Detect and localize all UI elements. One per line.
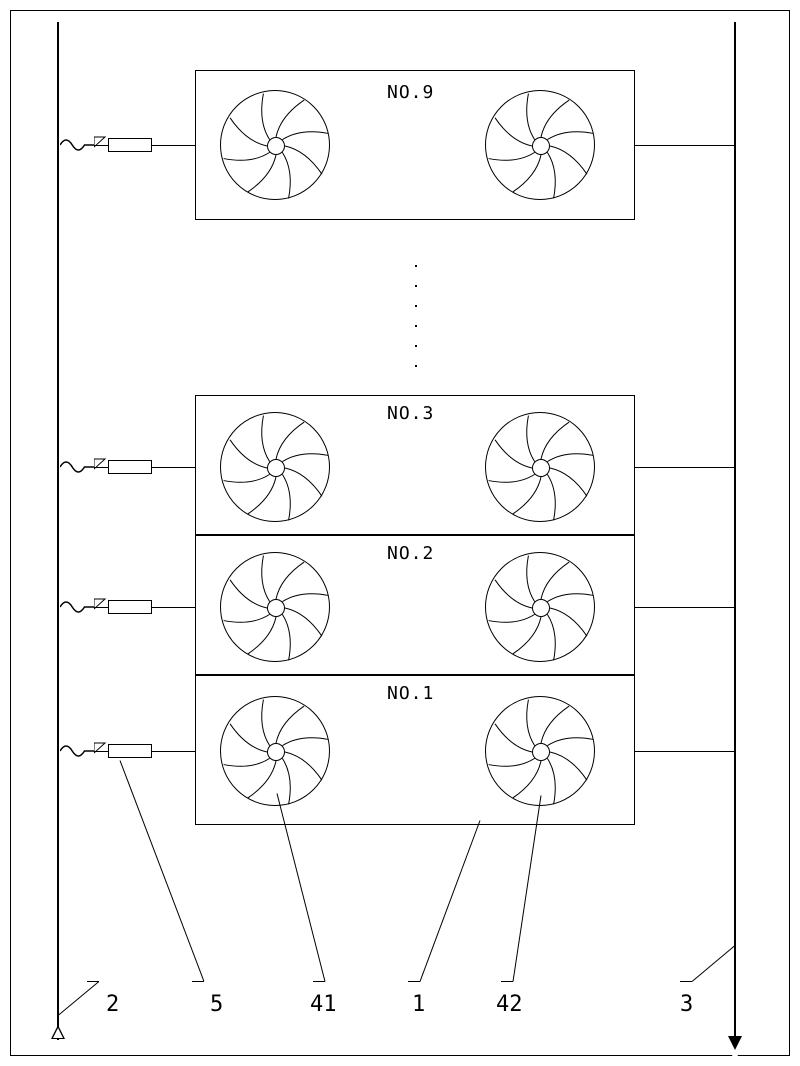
feed-line-2 [152, 607, 195, 608]
callout-number: 3 [680, 992, 693, 1017]
return-line-3 [635, 751, 735, 752]
callout-leader [313, 981, 325, 982]
fan-left-icon [220, 90, 330, 200]
ellipsis-dot-icon [415, 365, 417, 367]
callout-leader [501, 981, 513, 982]
feed-line-1 [152, 467, 195, 468]
return-line-2 [635, 607, 735, 608]
right-manifold [734, 22, 736, 1040]
fan-left-icon [220, 552, 330, 662]
conn [94, 751, 108, 752]
fan-left-icon [220, 412, 330, 522]
fan-left-icon [220, 696, 330, 806]
unit-label: NO.1 [387, 683, 434, 704]
ellipsis-dot-icon [415, 345, 417, 347]
flex-joint-icon [60, 134, 94, 156]
unit-label: NO.2 [387, 543, 434, 564]
return-line-0 [635, 145, 735, 146]
flex-joint-icon [60, 456, 94, 478]
callout-number: 1 [412, 992, 425, 1017]
unit-label: NO.9 [387, 82, 434, 103]
fan-right-icon [485, 552, 595, 662]
flex-joint-icon [60, 596, 94, 618]
right-outlet-arrow-icon [728, 1036, 742, 1050]
fan-right-icon [485, 696, 595, 806]
unit-label: NO.3 [387, 403, 434, 424]
feed-line-3 [152, 751, 195, 752]
conn [94, 607, 108, 608]
callout-number: 5 [210, 992, 223, 1017]
return-line-1 [635, 467, 735, 468]
fan-right-icon [485, 412, 595, 522]
callout-number: 41 [310, 992, 337, 1017]
conn [94, 145, 108, 146]
left-inlet-arrow-icon [51, 1025, 65, 1039]
feed-line-0 [152, 145, 195, 146]
callout-leader [87, 981, 99, 982]
flex-joint-icon [60, 740, 94, 762]
check-flag-icon [94, 458, 108, 470]
callout-leader [192, 981, 204, 982]
valve-body [108, 600, 152, 614]
ellipsis-dot-icon [415, 325, 417, 327]
callout-number: 2 [106, 992, 119, 1017]
callout-number: 42 [496, 992, 523, 1017]
ellipsis-dot-icon [415, 305, 417, 307]
check-flag-icon [94, 598, 108, 610]
left-manifold [57, 22, 59, 1040]
ellipsis-dot-icon [415, 265, 417, 267]
ellipsis-dot-icon [415, 285, 417, 287]
valve-body [108, 138, 152, 152]
check-flag-icon [94, 136, 108, 148]
conn [94, 467, 108, 468]
fan-right-icon [485, 90, 595, 200]
valve-body [108, 744, 152, 758]
callout-leader [680, 981, 692, 982]
valve-body [108, 460, 152, 474]
callout-leader [408, 981, 420, 982]
check-flag-icon [94, 742, 108, 754]
